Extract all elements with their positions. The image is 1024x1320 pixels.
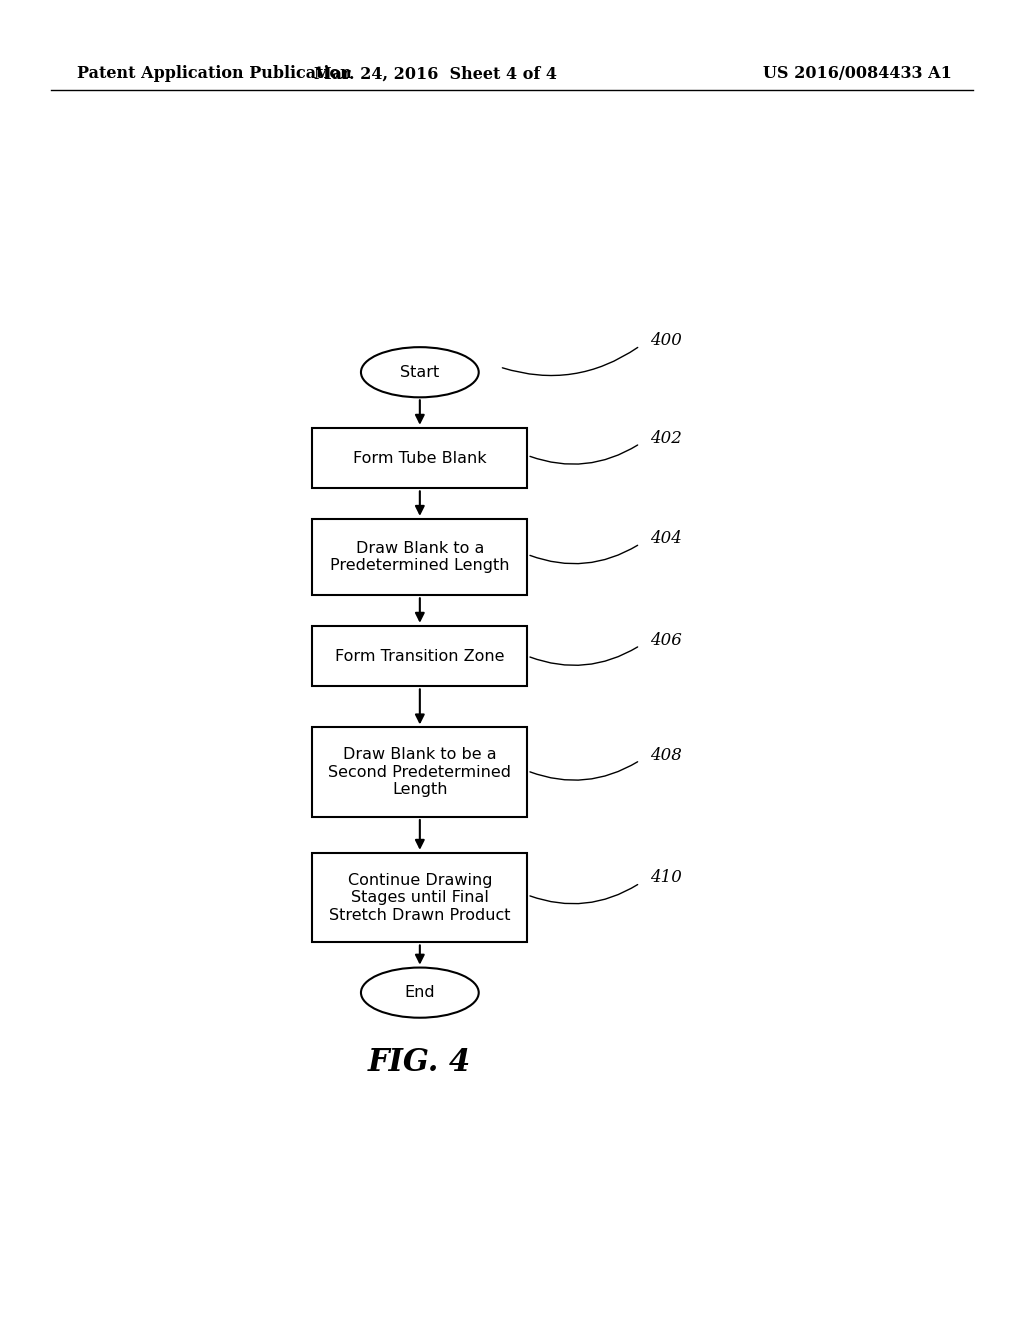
FancyBboxPatch shape	[312, 853, 527, 942]
Text: 404: 404	[650, 531, 682, 546]
Text: Mar. 24, 2016  Sheet 4 of 4: Mar. 24, 2016 Sheet 4 of 4	[313, 66, 557, 82]
Text: FIG. 4: FIG. 4	[369, 1047, 471, 1078]
Text: End: End	[404, 985, 435, 1001]
Text: Continue Drawing
Stages until Final
Stretch Drawn Product: Continue Drawing Stages until Final Stre…	[329, 873, 511, 923]
Text: 402: 402	[650, 430, 682, 446]
Text: 406: 406	[650, 632, 682, 648]
Text: US 2016/0084433 A1: US 2016/0084433 A1	[764, 66, 952, 82]
Text: Draw Blank to a
Predetermined Length: Draw Blank to a Predetermined Length	[330, 541, 510, 573]
FancyBboxPatch shape	[312, 626, 527, 686]
Text: Patent Application Publication: Patent Application Publication	[77, 66, 351, 82]
Text: 408: 408	[650, 747, 682, 763]
Text: Form Transition Zone: Form Transition Zone	[335, 648, 505, 664]
FancyBboxPatch shape	[312, 519, 527, 595]
FancyBboxPatch shape	[312, 428, 527, 488]
FancyBboxPatch shape	[312, 727, 527, 817]
Text: 400: 400	[650, 333, 682, 348]
Text: Form Tube Blank: Form Tube Blank	[353, 450, 486, 466]
Text: Draw Blank to be a
Second Predetermined
Length: Draw Blank to be a Second Predetermined …	[329, 747, 511, 797]
Text: 410: 410	[650, 870, 682, 886]
Text: Start: Start	[400, 364, 439, 380]
